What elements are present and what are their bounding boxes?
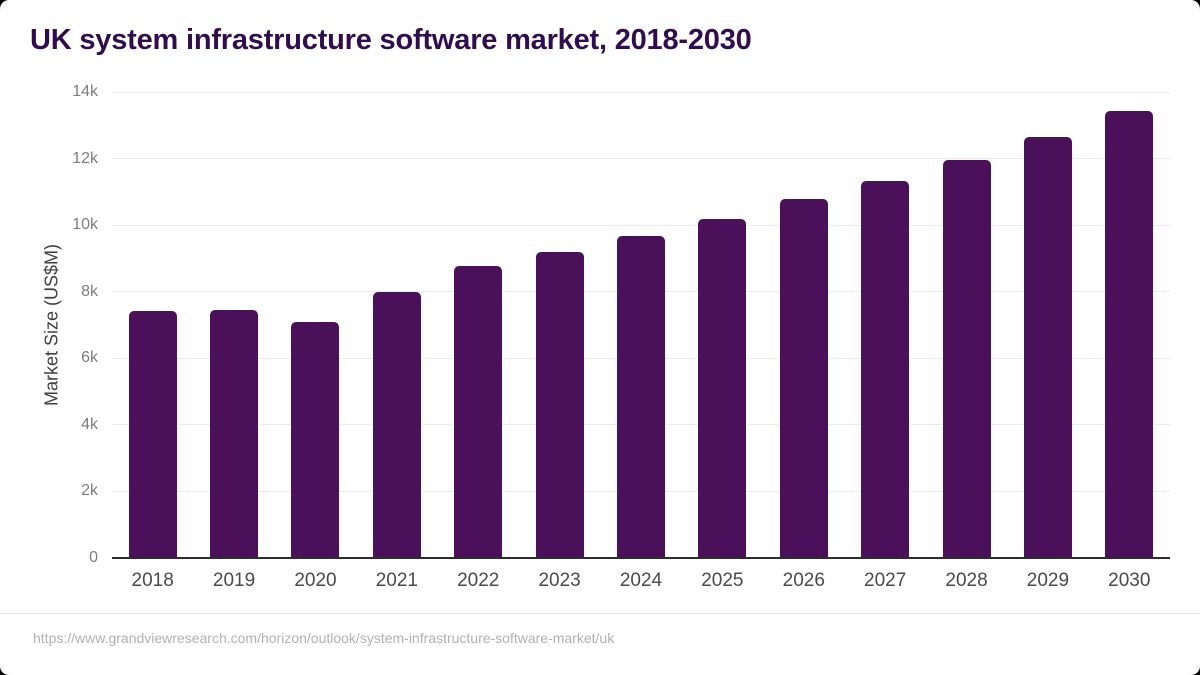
x-tick-label-2026: 2026 [782, 570, 825, 591]
bar-2022[interactable] [454, 265, 503, 558]
chart-title: UK system infrastructure software market… [30, 24, 752, 56]
bar-2018[interactable] [128, 311, 177, 558]
bar-2028[interactable] [942, 159, 991, 558]
x-tick-label-2022: 2022 [457, 570, 500, 591]
x-tick-label-2020: 2020 [294, 570, 337, 591]
x-tick-label-2019: 2019 [212, 570, 256, 591]
bar-2021[interactable] [372, 292, 421, 558]
x-tick-label-2021: 2021 [375, 570, 418, 591]
x-tick-label-2029: 2029 [1026, 570, 1070, 591]
y-tick-label-0: 0 [89, 549, 98, 566]
x-tick-label-2018: 2018 [131, 570, 174, 591]
y-tick-label-6k: 6k [81, 349, 98, 367]
footer-divider [0, 613, 1200, 614]
bar-2025[interactable] [698, 218, 747, 558]
bar-2023[interactable] [535, 251, 584, 558]
x-tick-label-2024: 2024 [619, 570, 663, 591]
gridline-12k [112, 158, 1170, 160]
y-tick-label-4k: 4k [81, 415, 98, 433]
bar-2027[interactable] [861, 180, 910, 558]
y-tick-label-12k: 12k [72, 149, 98, 167]
y-axis-title: Market Size (US$M) [41, 243, 62, 407]
x-axis-line [112, 557, 1170, 559]
bar-2020[interactable] [291, 322, 340, 558]
x-tick-label-2025: 2025 [701, 570, 744, 591]
y-tick-label-14k: 14k [72, 83, 98, 100]
source-url: https://www.grandviewresearch.com/horizo… [33, 630, 615, 646]
gridline-10k [112, 224, 1170, 226]
y-tick-label-8k: 8k [81, 282, 98, 300]
x-tick-label-2028: 2028 [945, 570, 988, 591]
gridline-14k [112, 91, 1170, 93]
bar-2029[interactable] [1023, 136, 1072, 558]
bar-2024[interactable] [617, 236, 665, 558]
y-tick-label-10k: 10k [72, 216, 98, 234]
bar-2030[interactable] [1105, 110, 1154, 558]
x-tick-label-2023: 2023 [538, 570, 581, 591]
x-tick-label-2027: 2027 [864, 570, 907, 591]
bar-2019[interactable] [210, 310, 259, 558]
x-tick-label-2030: 2030 [1108, 570, 1151, 591]
bar-2026[interactable] [779, 199, 828, 558]
y-tick-label-2k: 2k [81, 482, 98, 500]
